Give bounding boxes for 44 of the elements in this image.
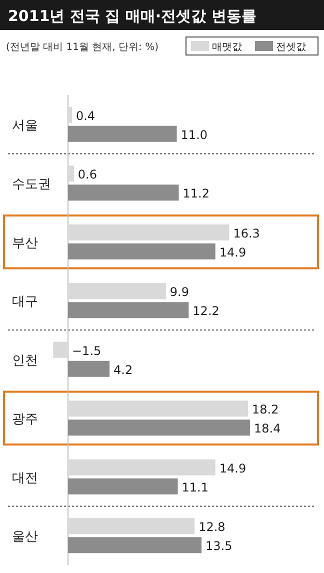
data-label: 11.1	[182, 480, 209, 494]
bar	[68, 360, 110, 377]
bar	[68, 224, 230, 240]
data-label: 16.3	[233, 226, 260, 240]
data-label: 9.9	[170, 285, 190, 300]
data-label: 18.2	[252, 402, 279, 417]
y-tick-label: 부산	[12, 236, 38, 251]
y-tick-label: 대전	[12, 470, 38, 486]
data-label: 0.4	[76, 108, 96, 123]
bar	[68, 478, 178, 494]
bar	[68, 518, 195, 534]
data-label: −1.5	[72, 344, 102, 358]
bar	[68, 537, 202, 554]
data-label: 0.6	[78, 168, 98, 182]
bar	[53, 342, 68, 358]
legend-label: 전셋값	[276, 42, 306, 53]
y-tick-label: 광주	[12, 412, 38, 428]
data-label: 13.5	[206, 539, 232, 554]
data-label: 18.4	[254, 422, 281, 436]
chart-title: 2011년 전국 집 매매·전셋값 변동률	[8, 7, 256, 25]
bar	[68, 166, 74, 182]
bar	[68, 283, 166, 300]
y-tick-label: 수도권	[12, 177, 51, 192]
y-tick-label: 대구	[12, 294, 38, 310]
data-label: 11.0	[180, 128, 208, 142]
y-tick-label: 인천	[12, 353, 38, 368]
data-label: 12.8	[198, 520, 226, 534]
y-tick-label: 서울	[12, 118, 38, 134]
bar	[68, 459, 216, 476]
chart-subtitle: (전년말 대비 11월 현재, 단위: %)	[6, 42, 159, 53]
data-label: 14.9	[219, 245, 246, 260]
data-label: 11.2	[182, 186, 210, 201]
bar	[68, 106, 72, 123]
bar	[68, 184, 179, 201]
bar	[68, 243, 216, 260]
data-label: 14.9	[219, 461, 246, 476]
legend-label: 매맷값	[212, 42, 242, 53]
data-label: 12.2	[192, 304, 220, 318]
bar	[68, 420, 250, 436]
bar	[68, 302, 189, 318]
bar	[68, 400, 248, 417]
data-label: 4.2	[114, 362, 133, 377]
y-tick-label: 울산	[12, 530, 38, 545]
bar	[68, 126, 177, 142]
